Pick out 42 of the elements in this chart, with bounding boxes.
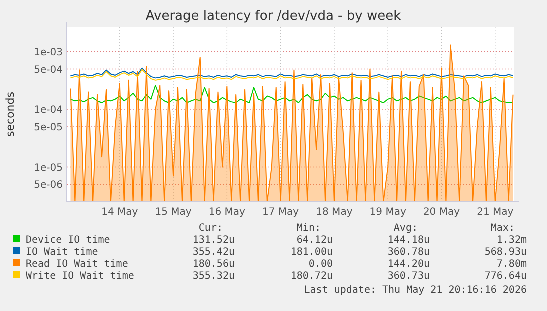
x-tick-label: 19 May	[370, 207, 406, 218]
text: 64.12u	[296, 235, 333, 246]
text: 568.93u	[484, 247, 527, 258]
text: 131.52u	[192, 235, 235, 246]
text: 360.73u	[388, 271, 430, 282]
legend-label: IO Wait time	[26, 247, 98, 258]
line-series	[70, 85, 514, 104]
text: 355.32u	[192, 271, 235, 282]
text: 144.18u	[388, 235, 430, 246]
text: 144.20u	[388, 259, 430, 270]
x-tick-label: 18 May	[316, 207, 353, 218]
text: Cur:	[198, 223, 223, 234]
text: 180.56u	[192, 259, 235, 270]
y-tick-label: 5e-04	[34, 64, 63, 76]
y-tick-label: 1e-05	[34, 162, 63, 174]
y-axis-title: seconds	[4, 92, 17, 137]
y-tick-label: 5e-06	[34, 180, 63, 192]
text: Last update: Thu May 21 20:16:16 2026	[304, 285, 527, 296]
text: Min:	[296, 223, 321, 234]
x-tick-label: 21 May	[477, 207, 514, 218]
text: 355.42u	[192, 247, 235, 258]
text: 1.32m	[496, 235, 527, 246]
x-tick-label: 17 May	[262, 207, 300, 218]
text: Max:	[490, 223, 515, 234]
legend-label: Read IO Wait time	[26, 259, 128, 270]
text: 776.64u	[484, 271, 527, 282]
text: 0.00	[308, 259, 333, 270]
text: 180.72u	[290, 271, 333, 282]
y-tick-label: 5e-05	[34, 122, 63, 134]
text: 181.00u	[290, 247, 333, 258]
chart-title: Average latency for /dev/vda - by week	[146, 9, 402, 24]
legend-label: Write IO Wait time	[26, 271, 134, 282]
text: Avg:	[394, 223, 418, 234]
x-tick-label: 20 May	[423, 207, 460, 218]
legend-label: Device IO time	[26, 235, 110, 246]
y-tick-label: 1e-03	[34, 47, 63, 58]
x-tick-label: 14 May	[102, 207, 138, 218]
text: 7.80m	[496, 259, 527, 270]
x-tick-label: 15 May	[155, 207, 192, 218]
x-tick-label: 16 May	[208, 207, 246, 218]
y-tick-label: 1e-04	[34, 105, 63, 116]
text: 360.78u	[388, 247, 430, 258]
